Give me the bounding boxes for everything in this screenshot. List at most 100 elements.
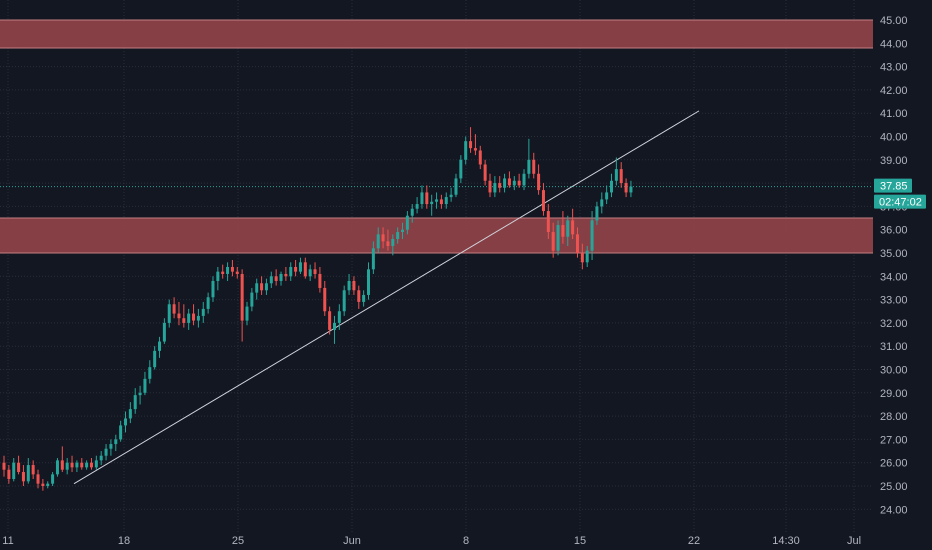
y-tick-label: 25.00 (880, 481, 908, 493)
candle-body (566, 220, 570, 237)
candle (401, 222, 405, 240)
candle (493, 176, 497, 198)
candle-body (192, 313, 196, 321)
resistance-zone[interactable] (0, 20, 873, 48)
candle-body (104, 448, 108, 456)
candle (357, 285, 361, 309)
candle-body (158, 341, 162, 351)
candle-body (444, 197, 448, 205)
candle (89, 458, 93, 470)
candle-body (590, 220, 594, 251)
candle-body (541, 190, 545, 212)
y-tick-label: 36.00 (880, 225, 908, 237)
last-price-label: 37.85 (880, 181, 908, 193)
candle-body (119, 425, 123, 440)
candle-body (89, 462, 93, 468)
candle (143, 371, 147, 396)
y-tick-label: 39.00 (880, 155, 908, 167)
candle (80, 458, 84, 470)
candle-body (386, 241, 390, 247)
candle-body (216, 271, 220, 281)
candle (532, 152, 536, 179)
y-tick-label: 34.00 (880, 271, 908, 283)
resistance-zone[interactable] (0, 218, 873, 253)
candle (313, 262, 317, 279)
candle (303, 257, 307, 279)
candle-body (41, 483, 45, 486)
x-tick-label: 15 (574, 535, 586, 547)
candle-body (561, 225, 565, 237)
candle (527, 138, 531, 179)
y-tick-label: 24.00 (880, 504, 908, 516)
y-tick-label: 43.00 (880, 62, 908, 74)
y-tick-label: 40.00 (880, 132, 908, 144)
candle (216, 266, 220, 291)
candle (172, 297, 176, 319)
candle-body (551, 232, 555, 251)
candle (12, 458, 16, 482)
candle (522, 169, 526, 191)
candle (614, 157, 618, 186)
candle-body (2, 462, 6, 470)
candle-body (245, 306, 249, 321)
candle (439, 194, 443, 209)
candle (415, 197, 419, 214)
candle-body (323, 287, 327, 312)
candle-body (12, 462, 16, 480)
candle-body (269, 276, 273, 284)
candle-body (128, 409, 132, 419)
candle (624, 178, 628, 198)
candle-body (405, 215, 409, 230)
last-price-badge (874, 178, 912, 193)
candle-body (328, 311, 332, 330)
candle (503, 173, 507, 193)
candle-body (196, 315, 200, 321)
candle (337, 304, 341, 330)
candle-body (420, 192, 424, 205)
candle-body (503, 178, 507, 188)
candle-body (439, 199, 443, 205)
candle-body (367, 269, 370, 295)
candle-body (454, 178, 458, 195)
candle-body (80, 462, 84, 468)
candle-body (512, 180, 516, 186)
candle (177, 301, 181, 326)
y-tick-label: 44.00 (880, 38, 908, 50)
candle (590, 211, 594, 260)
candle (99, 451, 103, 466)
candle-body (260, 283, 264, 291)
candle-body (595, 206, 599, 221)
candle (362, 290, 366, 307)
candle (75, 460, 79, 473)
candle-body (600, 199, 604, 207)
candle (21, 465, 25, 486)
trendline[interactable] (73, 110, 700, 485)
candle-body (498, 183, 502, 188)
candle (221, 264, 225, 279)
candle-body (585, 250, 589, 263)
candle-body (70, 462, 74, 468)
candle-body (624, 183, 628, 193)
candle (498, 176, 502, 193)
candle (167, 299, 171, 328)
candle-body (187, 313, 191, 323)
candle (318, 266, 322, 293)
candle (605, 185, 609, 205)
candle-body (610, 180, 613, 193)
candle-body (619, 169, 623, 184)
candle (619, 162, 623, 188)
candle-body (313, 269, 317, 274)
candle (420, 185, 424, 209)
y-tick-label: 32.00 (880, 318, 908, 330)
candle (386, 229, 390, 251)
candle-body (571, 220, 575, 235)
candle-body (362, 294, 366, 302)
candle (153, 346, 157, 370)
candle (162, 318, 166, 344)
candle-body (507, 178, 511, 186)
candle-body (401, 229, 405, 233)
candle (459, 155, 463, 184)
candle-body (55, 460, 59, 475)
